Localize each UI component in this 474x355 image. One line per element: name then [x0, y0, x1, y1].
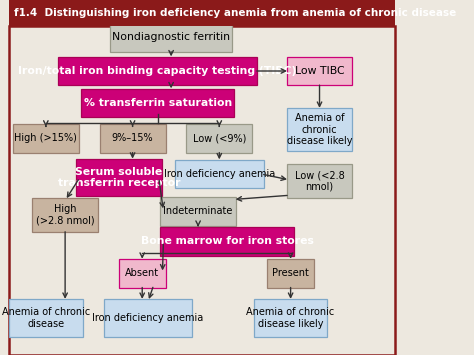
- FancyBboxPatch shape: [254, 299, 328, 337]
- Text: Serum soluble
transferrin receptor: Serum soluble transferrin receptor: [58, 167, 180, 188]
- FancyBboxPatch shape: [287, 164, 353, 198]
- Text: High (>15%): High (>15%): [14, 133, 77, 143]
- FancyBboxPatch shape: [186, 124, 252, 153]
- FancyBboxPatch shape: [32, 198, 98, 232]
- Text: Indeterminate: Indeterminate: [164, 206, 233, 216]
- FancyBboxPatch shape: [58, 56, 257, 85]
- FancyBboxPatch shape: [9, 0, 395, 26]
- Text: % transferrin saturation: % transferrin saturation: [83, 98, 232, 108]
- FancyBboxPatch shape: [76, 159, 162, 196]
- FancyBboxPatch shape: [104, 299, 191, 337]
- Text: f1.4  Distinguishing iron deficiency anemia from anemia of chronic disease: f1.4 Distinguishing iron deficiency anem…: [14, 8, 456, 18]
- Text: 9%–15%: 9%–15%: [112, 133, 154, 143]
- FancyBboxPatch shape: [9, 26, 395, 355]
- Text: Low (<2.8
nmol): Low (<2.8 nmol): [295, 170, 345, 192]
- FancyBboxPatch shape: [119, 259, 165, 288]
- Text: Anemia of chronic
disease: Anemia of chronic disease: [2, 307, 90, 328]
- Text: Absent: Absent: [125, 268, 159, 278]
- Text: Iron deficiency anemia: Iron deficiency anemia: [92, 313, 204, 323]
- FancyBboxPatch shape: [160, 197, 236, 226]
- FancyBboxPatch shape: [287, 108, 353, 151]
- FancyBboxPatch shape: [100, 124, 165, 153]
- FancyBboxPatch shape: [9, 299, 82, 337]
- Text: Present: Present: [272, 268, 309, 278]
- Text: Iron deficiency anemia: Iron deficiency anemia: [164, 169, 275, 179]
- FancyBboxPatch shape: [175, 159, 264, 188]
- Text: Low TIBC: Low TIBC: [295, 66, 344, 76]
- Text: Iron/total iron binding capacity testing (TIBC): Iron/total iron binding capacity testing…: [18, 66, 297, 76]
- FancyBboxPatch shape: [82, 89, 234, 117]
- FancyBboxPatch shape: [13, 124, 79, 153]
- FancyBboxPatch shape: [287, 56, 353, 85]
- Text: Bone marrow for iron stores: Bone marrow for iron stores: [141, 236, 313, 246]
- FancyBboxPatch shape: [110, 23, 232, 51]
- Text: Nondiagnostic ferritin: Nondiagnostic ferritin: [112, 32, 230, 42]
- Text: Low (<9%): Low (<9%): [192, 133, 246, 143]
- FancyBboxPatch shape: [160, 227, 294, 256]
- Text: Anemia of chronic
disease likely: Anemia of chronic disease likely: [246, 307, 335, 328]
- Text: Anemia of
chronic
disease likely: Anemia of chronic disease likely: [287, 113, 352, 146]
- FancyBboxPatch shape: [267, 259, 314, 288]
- Text: High
(>2.8 nmol): High (>2.8 nmol): [36, 204, 94, 225]
